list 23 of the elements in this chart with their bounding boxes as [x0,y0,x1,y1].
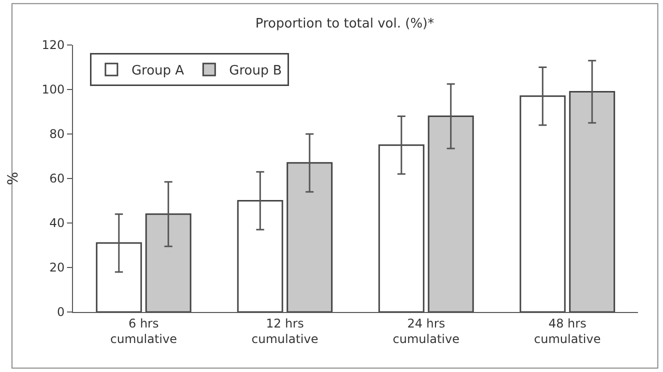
bar [145,213,192,312]
y-tick-label: 120 [42,38,65,52]
bar [378,144,424,312]
bar [520,95,566,312]
x-tick-label: 24 hrs cumulative [392,316,460,346]
legend-label: Group A [131,64,184,79]
y-tick-label: 0 [56,305,65,320]
bar [96,242,142,312]
y-tick-label: 100 [42,82,65,97]
x-tick-label: 48 hrs cumulative [534,316,601,346]
x-tick-label: 6 hrs cumulative [110,316,177,346]
y-tick-label: 40 [49,216,65,230]
legend-label: Group B [229,64,282,79]
y-tick-label: 80 [49,127,65,142]
bar [286,162,333,312]
x-tick-label: 12 hrs cumulative [252,316,318,346]
bar [237,200,284,312]
chart-title: Proportion to total vol. (%)* [255,16,435,32]
bar [569,90,616,312]
y-axis-title: % [5,172,22,186]
y-tick-label: 60 [49,172,65,186]
y-tick-label: 20 [49,260,65,275]
bar [428,115,474,312]
